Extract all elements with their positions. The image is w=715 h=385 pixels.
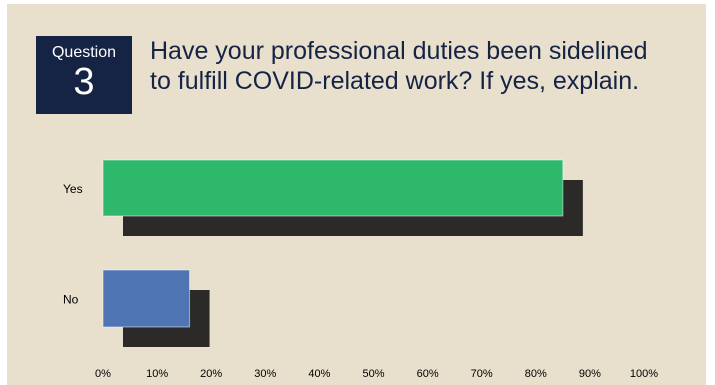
question-title: Have your professional duties been sidel…	[150, 36, 710, 96]
x-tick-label: 80%	[525, 368, 547, 380]
x-tick-label: 100%	[630, 368, 658, 380]
question-title-line-2: to fulfill COVID-related work? If yes, e…	[150, 67, 640, 95]
x-tick-label: 40%	[308, 368, 330, 380]
category-label-no: No	[63, 293, 79, 307]
question-badge: Question 3	[36, 36, 132, 114]
x-tick-label: 0%	[95, 368, 111, 380]
category-label-yes: Yes	[63, 182, 83, 196]
question-number: 3	[73, 61, 95, 103]
x-tick-label: 20%	[200, 368, 222, 380]
x-tick-label: 10%	[146, 368, 168, 380]
question-label: Question	[51, 44, 117, 61]
x-tick-label: 30%	[254, 368, 276, 380]
x-tick-label: 70%	[471, 368, 493, 380]
x-tick-label: 60%	[417, 368, 439, 380]
bar-no	[102, 269, 191, 328]
x-tick-label: 50%	[362, 368, 384, 380]
x-tick-label: 90%	[579, 368, 601, 380]
bar-yes	[102, 159, 564, 217]
question-title-line-1: Have your professional duties been sidel…	[150, 37, 648, 65]
